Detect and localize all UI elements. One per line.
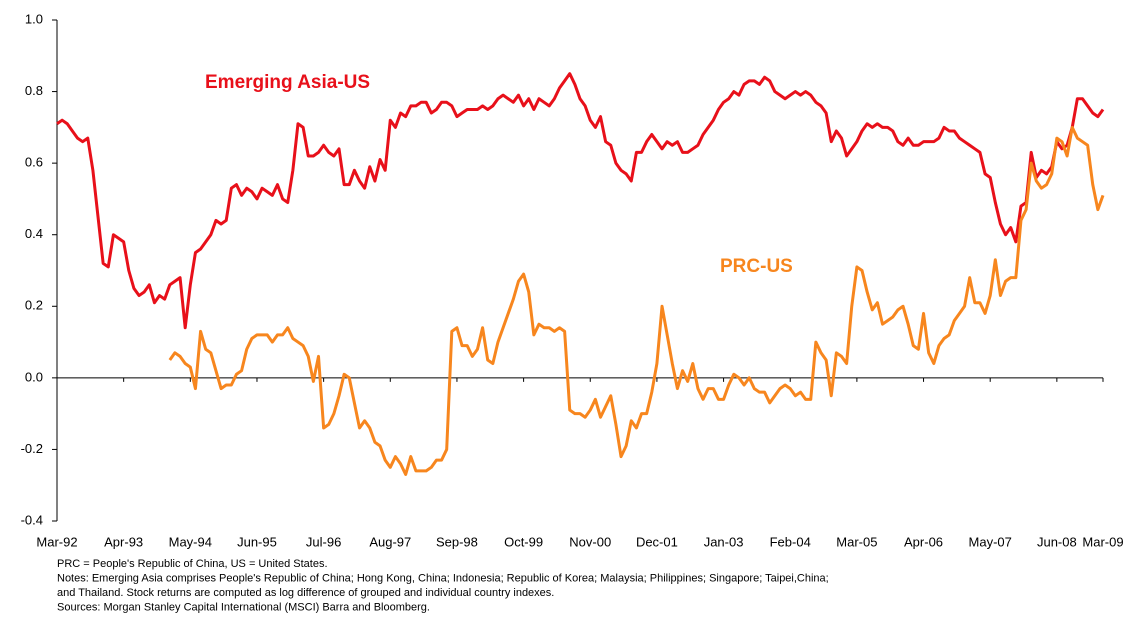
x-tick-label: Apr-93 [104,534,143,549]
y-tick-label: 0.0 [25,369,43,384]
x-tick-label: Apr-06 [904,534,943,549]
x-tick-label: Feb-04 [770,534,811,549]
note: and Thailand. Stock returns are computed… [57,587,554,599]
x-tick-label: Dec-01 [636,534,678,549]
x-tick-label: Mar-92 [36,534,77,549]
y-tick-label: 0.2 [25,298,43,313]
x-tick-label: Jan-03 [704,534,744,549]
series-line [168,125,1105,476]
y-tick-label: 0.6 [25,155,43,170]
x-tick-label: Jul-96 [306,534,341,549]
y-tick-label: -0.4 [21,512,43,527]
note: Notes: Emerging Asia comprises People's … [57,572,829,584]
x-tick-label: Mar-05 [836,534,877,549]
series-label: PRC-US [720,256,793,277]
y-tick-label: 1.0 [25,11,43,26]
x-tick-label: Jun-08 [1037,534,1077,549]
x-tick-label: Aug-97 [369,534,411,549]
x-tick-label: Mar-09 [1082,534,1123,549]
note: Sources: Morgan Stanley Capital Internat… [57,601,430,613]
x-tick-label: May-07 [969,534,1012,549]
y-tick-label: 0.4 [25,226,43,241]
y-tick-label: 0.8 [25,83,43,98]
note: PRC = People's Republic of China, US = U… [57,558,328,570]
series-line [56,72,1105,330]
y-tick-label: -0.2 [21,441,43,456]
x-tick-label: Jun-95 [237,534,277,549]
x-tick-label: May-94 [169,534,212,549]
x-tick-label: Oct-99 [504,534,543,549]
x-tick-label: Sep-98 [436,534,478,549]
x-tick-label: Nov-00 [569,534,611,549]
series-label: Emerging Asia-US [205,72,370,93]
